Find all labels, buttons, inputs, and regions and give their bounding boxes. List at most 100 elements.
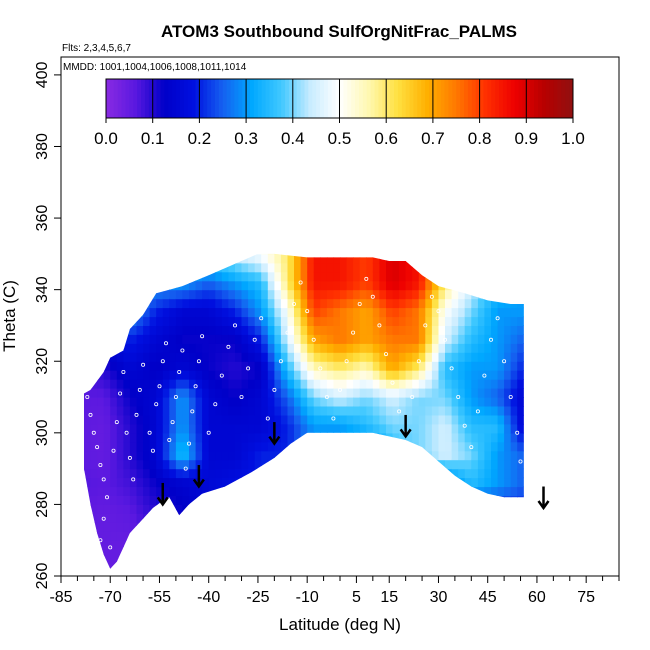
colorbar-segment — [292, 79, 298, 118]
heatmap-cell — [372, 522, 380, 532]
heatmap-cell — [267, 253, 275, 264]
heatmap-cell — [123, 540, 131, 550]
flight-point — [423, 323, 428, 328]
heatmap-cell — [254, 504, 262, 514]
colorbar-segment — [374, 79, 379, 118]
heatmap-cell — [353, 441, 361, 452]
heatmap-cell — [182, 486, 190, 496]
heatmap-cell — [261, 531, 269, 541]
heatmap-cell — [392, 343, 400, 353]
heatmap-cell — [392, 361, 400, 371]
heatmap-cell — [274, 253, 282, 255]
heatmap-cell — [425, 253, 433, 264]
heatmap-cell — [129, 477, 138, 488]
heatmap-cell — [340, 280, 348, 291]
heatmap-cell — [366, 271, 374, 282]
heatmap-cell — [379, 531, 387, 541]
heatmap-cell — [175, 414, 184, 425]
heatmap-cell — [254, 513, 262, 523]
heatmap-cell — [189, 388, 197, 398]
heatmap-cell — [208, 397, 216, 407]
heatmap-cell — [431, 307, 440, 318]
heatmap-cell — [517, 280, 524, 291]
heatmap-cell — [451, 531, 459, 541]
heatmap-cell — [504, 432, 512, 443]
heatmap-cell — [110, 343, 118, 353]
heatmap-cell — [136, 253, 144, 264]
heatmap-cell — [280, 513, 289, 523]
heatmap-cell — [431, 423, 440, 434]
heatmap-cell — [333, 423, 341, 434]
heatmap-cell — [359, 271, 367, 282]
heatmap-cell — [162, 289, 170, 300]
heatmap-cell — [340, 397, 348, 407]
heatmap-cell — [431, 361, 440, 371]
heatmap-cell — [149, 325, 157, 335]
heatmap-cell — [116, 397, 124, 407]
heatmap-cell — [366, 468, 374, 479]
heatmap-cell — [497, 397, 505, 407]
heatmap-cell — [123, 531, 131, 541]
heatmap-cell — [320, 370, 328, 380]
heatmap-cell — [221, 325, 229, 335]
heatmap-cell — [123, 486, 131, 496]
heatmap-cell — [418, 414, 426, 425]
heatmap-cell — [497, 253, 505, 264]
heatmap-cell — [458, 388, 466, 398]
heatmap-cell — [405, 271, 413, 282]
heatmap-cell — [156, 486, 164, 496]
heatmap-cell — [340, 262, 348, 273]
heatmap-cell — [136, 441, 144, 452]
heatmap-cell — [477, 468, 486, 479]
heatmap-cell — [353, 352, 361, 362]
heatmap-cell — [84, 441, 85, 452]
heatmap-cell — [110, 486, 118, 496]
heatmap-cell — [484, 459, 492, 470]
heatmap-cell — [491, 352, 499, 362]
heatmap-cell — [372, 414, 380, 425]
heatmap-cell — [294, 280, 302, 291]
heatmap-cell — [438, 334, 446, 344]
heatmap-cell — [497, 298, 505, 309]
heatmap-cell — [510, 406, 518, 416]
heatmap-cell — [110, 477, 118, 488]
heatmap-cell — [313, 477, 321, 488]
heatmap-cell — [103, 352, 111, 362]
heatmap-cell — [182, 388, 190, 398]
heatmap-cell — [524, 308, 531, 318]
heatmap-cell — [425, 549, 433, 559]
heatmap-cell — [517, 540, 524, 550]
heatmap-cell — [510, 289, 518, 300]
heatmap-cell — [84, 567, 85, 569]
heatmap-cell — [84, 280, 85, 291]
heatmap-cell — [175, 468, 184, 479]
heatmap-cell — [300, 307, 308, 318]
heatmap-cell — [300, 459, 308, 470]
heatmap-cell — [254, 388, 262, 398]
heatmap-cell — [405, 495, 413, 505]
heatmap-cell — [484, 549, 492, 559]
heatmap-cell — [425, 289, 433, 300]
heatmap-cell — [484, 253, 492, 264]
colorbar-tick-label: 0.4 — [281, 129, 305, 148]
arrow-marker — [537, 486, 550, 511]
heatmap-cell — [497, 540, 505, 550]
heatmap-cell — [189, 531, 197, 541]
heatmap-cell — [182, 379, 190, 389]
heatmap-cell — [287, 352, 295, 362]
heatmap-cell — [353, 450, 361, 461]
heatmap-cell — [445, 253, 453, 255]
heatmap-cell — [189, 477, 197, 488]
heatmap-cell — [189, 352, 197, 362]
flight-point — [154, 402, 159, 407]
heatmap-cell — [464, 441, 472, 452]
heatmap-cell — [366, 549, 374, 559]
heatmap-cell — [510, 567, 518, 569]
x-tick-label: 75 — [577, 589, 595, 606]
heatmap-cell — [353, 540, 361, 550]
heatmap-cell — [169, 486, 177, 496]
heatmap-cell — [458, 262, 466, 273]
colorbar-segment — [440, 79, 446, 118]
heatmap-cell — [320, 289, 328, 300]
heatmap-cell — [169, 325, 177, 335]
